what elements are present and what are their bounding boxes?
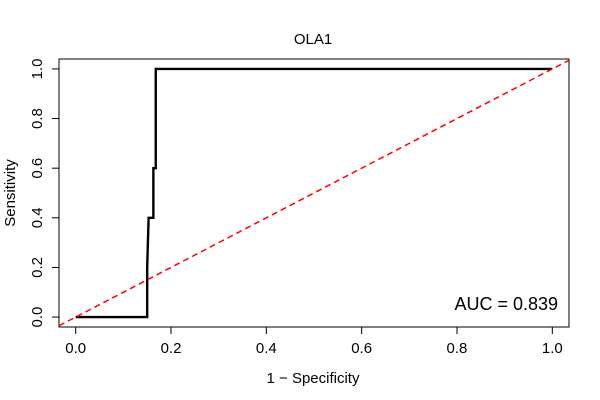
x-tick-label: 0.4 (256, 340, 277, 357)
chart-title: OLA1 (294, 31, 332, 48)
reference-diagonal-line (58, 59, 570, 327)
y-tick-label: 0.6 (29, 158, 46, 179)
y-tick-label: 0.8 (29, 108, 46, 129)
x-tick-label: 0.6 (351, 340, 372, 357)
series-layer (58, 59, 570, 327)
y-tick-label: 1.0 (29, 58, 46, 79)
x-tick-label: 0.2 (161, 340, 182, 357)
x-tick-label: 0.8 (447, 340, 468, 357)
y-axis: 0.0 0.2 0.4 0.6 0.8 1.0 (29, 58, 60, 328)
x-axis-label: 1 − Specificity (267, 370, 360, 387)
x-tick-label: 0.0 (65, 340, 86, 357)
roc-curve-line (75, 67, 553, 319)
x-tick-label: 1.0 (542, 340, 563, 357)
auc-annotation: AUC = 0.839 (454, 294, 558, 314)
y-tick-label: 0.4 (29, 207, 46, 228)
plot-box (58, 58, 570, 328)
x-axis: 0.0 0.2 0.4 0.6 0.8 1.0 (65, 326, 563, 357)
y-tick-label: 0.0 (29, 307, 46, 328)
y-axis-label: Sensitivity (2, 159, 19, 227)
y-tick-label: 0.2 (29, 257, 46, 278)
